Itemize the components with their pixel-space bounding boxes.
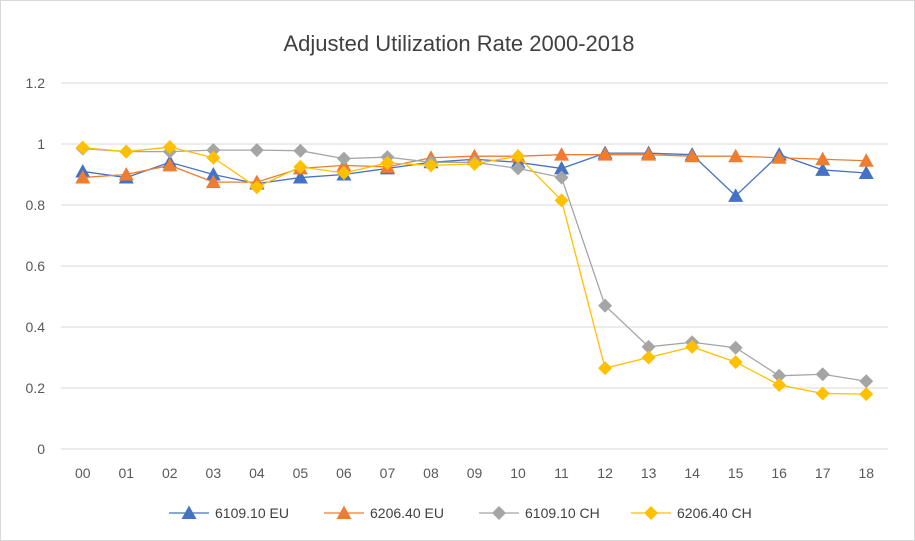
data-point	[815, 162, 831, 176]
data-point	[293, 159, 308, 174]
x-tick-label: 04	[249, 465, 265, 481]
x-tick-label: 15	[728, 465, 744, 481]
x-tick-label: 11	[554, 465, 569, 481]
x-tick-label: 10	[510, 465, 526, 481]
data-point	[728, 340, 743, 355]
data-point	[423, 158, 438, 173]
data-point	[336, 165, 351, 180]
legend-item: 6206.40 CH	[631, 505, 752, 521]
y-tick-label: 0	[37, 441, 45, 457]
data-point	[598, 298, 613, 313]
x-tick-label: 13	[641, 465, 657, 481]
data-point	[205, 167, 221, 181]
data-point	[772, 368, 787, 383]
x-tick-label: 14	[684, 465, 700, 481]
data-point	[205, 174, 221, 189]
x-tick-label: 01	[119, 465, 135, 481]
x-tick-label: 08	[423, 465, 439, 481]
data-point	[858, 165, 874, 179]
data-point	[206, 150, 221, 165]
legend-item: 6109.10 EU	[169, 505, 289, 521]
data-point	[597, 147, 613, 161]
y-axis: 0 0.2 0.4 0.6 0.8 1 1.2	[26, 75, 46, 457]
data-point	[292, 170, 308, 184]
data-point	[641, 350, 656, 365]
x-tick-label: 05	[293, 465, 309, 481]
y-tick-label: 0.4	[26, 319, 46, 335]
legend-label: 6109.10 EU	[215, 505, 289, 521]
data-point	[380, 155, 395, 170]
legend-label: 6206.40 EU	[370, 505, 444, 521]
legend-marker	[181, 505, 197, 519]
data-point	[685, 339, 700, 354]
data-point	[118, 167, 134, 181]
y-tick-label: 1.2	[26, 75, 46, 91]
x-tick-label: 06	[336, 465, 352, 481]
data-point	[858, 153, 874, 167]
x-axis: 00 01 02 03 04 05 06 07 08 09 10 11 12 13 14 15 16 17 18	[75, 465, 874, 481]
legend: 6109.10 EU 6206.40 EU 6109.10 CH 6206.40 CH	[169, 505, 752, 521]
data-point	[75, 140, 90, 155]
x-tick-label: 17	[815, 465, 831, 481]
x-tick-label: 09	[467, 465, 483, 481]
data-point	[162, 140, 177, 155]
x-tick-label: 07	[380, 465, 396, 481]
data-point	[554, 160, 570, 175]
gridlines	[61, 82, 888, 450]
legend-label: 6206.40 CH	[677, 505, 752, 521]
legend-marker	[492, 506, 506, 520]
data-point	[293, 143, 308, 158]
x-tick-label: 18	[858, 465, 874, 481]
x-tick-label: 12	[597, 465, 613, 481]
data-point	[511, 149, 526, 164]
data-point	[206, 143, 221, 158]
data-point	[641, 339, 656, 354]
data-point	[511, 161, 526, 176]
data-point	[815, 151, 831, 166]
y-tick-label: 0.8	[26, 197, 46, 213]
data-point	[336, 151, 351, 166]
y-tick-label: 0.6	[26, 258, 46, 274]
data-point	[859, 387, 874, 402]
data-point	[75, 170, 91, 184]
data-point	[554, 193, 569, 208]
legend-marker	[644, 506, 658, 520]
data-point	[815, 367, 830, 382]
data-point	[119, 144, 134, 159]
x-tick-label: 16	[771, 465, 787, 481]
data-point	[728, 188, 744, 202]
x-tick-label: 00	[75, 465, 91, 481]
legend-marker	[336, 505, 352, 519]
chart-title: Adjusted Utilization Rate 2000-2018	[283, 31, 634, 56]
legend-label: 6109.10 CH	[525, 505, 600, 521]
data-point	[162, 157, 178, 172]
data-point	[728, 355, 743, 370]
y-tick-label: 0.2	[26, 380, 46, 396]
data-point	[554, 147, 570, 161]
data-point	[249, 180, 264, 195]
series-layer	[75, 140, 874, 402]
legend-item: 6109.10 CH	[479, 505, 600, 521]
x-tick-label: 03	[206, 465, 222, 481]
data-point	[641, 147, 657, 161]
legend-item: 6206.40 EU	[324, 505, 444, 521]
data-point	[859, 374, 874, 389]
data-point	[554, 170, 569, 185]
x-tick-label: 02	[162, 465, 178, 481]
data-point	[815, 386, 830, 401]
data-point	[249, 143, 264, 158]
data-point	[771, 150, 787, 164]
data-point	[467, 156, 482, 171]
data-point	[598, 361, 613, 376]
data-point	[684, 148, 700, 163]
data-point	[728, 148, 744, 163]
y-tick-label: 1	[37, 136, 45, 152]
data-point	[772, 377, 787, 392]
series-3	[75, 140, 874, 402]
